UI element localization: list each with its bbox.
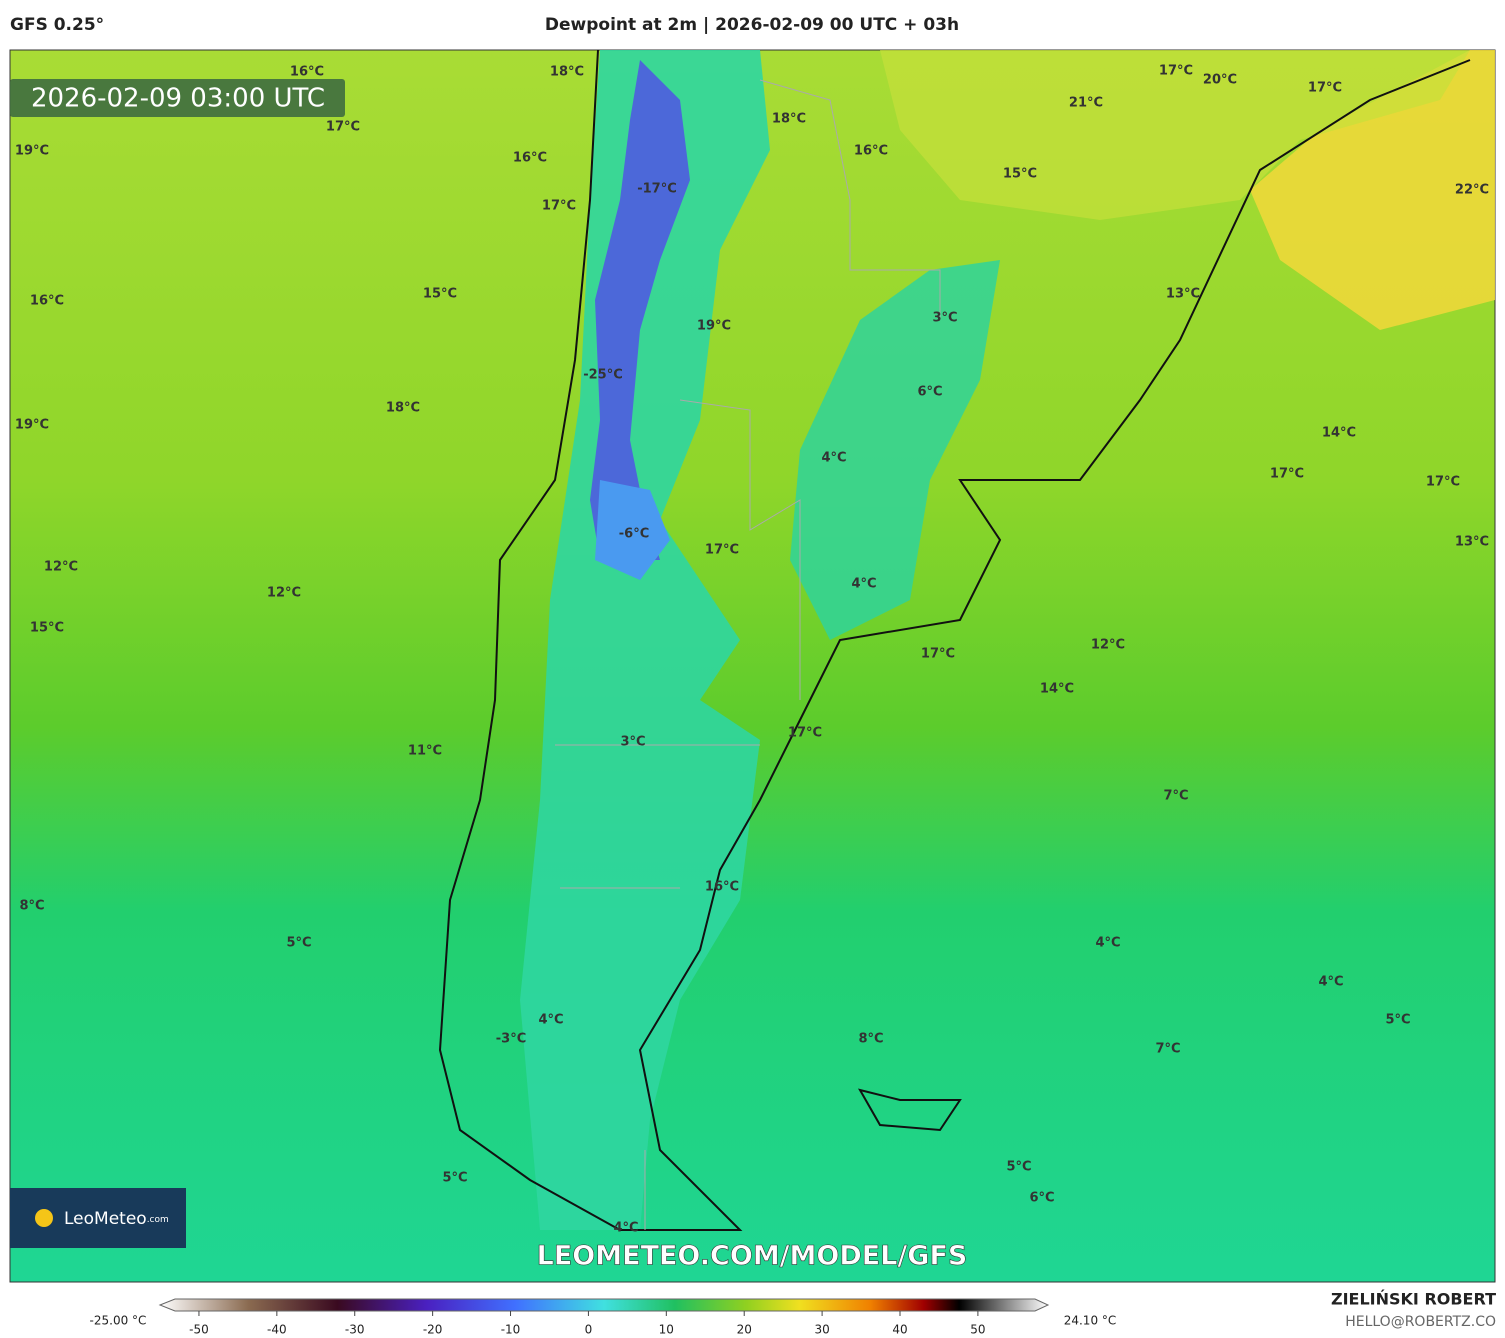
contour-label: 4°C [851, 577, 876, 592]
contour-label: 4°C [538, 1013, 563, 1028]
colorbar-tick-label: 30 [814, 1323, 829, 1337]
contour-label: 17°C [1308, 81, 1342, 96]
contour-label: 17°C [705, 543, 739, 558]
contour-label: 12°C [267, 586, 301, 601]
colorbar-scale [158, 1298, 1050, 1312]
colorbar-tick-label: 40 [892, 1323, 907, 1337]
colorbar-tick-label: -20 [423, 1323, 443, 1337]
colorbar-tick-label: -40 [267, 1323, 287, 1337]
cool-area [790, 260, 1000, 640]
contour-label: 17°C [788, 726, 822, 741]
contour-label: 16°C [30, 294, 64, 309]
timestamp: 2026-02-09 03:00 UTC [31, 84, 325, 114]
contour-label: 17°C [542, 199, 576, 214]
contour-label: 6°C [1029, 1191, 1054, 1206]
contour-label: 16°C [513, 151, 547, 166]
contact: HELLO@ROBERTZ.CO [1345, 1314, 1496, 1330]
map-title: Dewpoint at 2m | 2026-02-09 00 UTC + 03h [545, 15, 959, 35]
colorbar-tick-label: -30 [345, 1323, 365, 1337]
contour-label: 17°C [1270, 467, 1304, 482]
contour-label: 20°C [1203, 73, 1237, 88]
contour-label: 18°C [772, 112, 806, 127]
warm-area [880, 50, 1470, 220]
colorbar-tick-label: -10 [501, 1323, 521, 1337]
contour-label: 4°C [1318, 975, 1343, 990]
contour-label: 6°C [917, 385, 942, 400]
contour-label: 15°C [30, 621, 64, 636]
colorbar-max: 24.10 °C [1064, 1314, 1117, 1328]
contour-label: 19°C [697, 319, 731, 334]
contour-label: 7°C [1163, 789, 1188, 804]
contour-label: 13°C [1166, 287, 1200, 302]
contour-label: 5°C [1385, 1013, 1410, 1028]
contour-label: 17°C [326, 120, 360, 135]
watermark: LEOMETEO.COM/MODEL/GFS [537, 1241, 968, 1272]
logo-suffix: .com [147, 1215, 169, 1225]
contour-label: 17°C [1426, 475, 1460, 490]
contour-label: 21°C [1069, 96, 1103, 111]
contour-labels: 16°C 18°C 17°C 19°C 16°C 17°C -17°C 18°C 16°C 15°… [15, 64, 1489, 1236]
borders [555, 79, 941, 1230]
map-background [9, 49, 1496, 1283]
contour-label: 3°C [932, 311, 957, 326]
colorbar-tick-label: 50 [970, 1323, 985, 1337]
contour-label: 16°C [705, 880, 739, 895]
contour-label: 12°C [1091, 638, 1125, 653]
contour-label: 3°C [620, 735, 645, 750]
cold-area [590, 60, 690, 560]
andes-area [520, 50, 770, 1230]
contour-label: 11°C [408, 744, 442, 759]
contour-label: 5°C [1006, 1160, 1031, 1175]
colorbar-tick-label: 20 [737, 1323, 752, 1337]
colorbar-tick-label: -50 [189, 1323, 209, 1337]
contour-label: 13°C [1455, 535, 1489, 550]
contour-label: 17°C [1159, 64, 1193, 79]
timestamp-box [10, 79, 345, 117]
contour-label: 19°C [15, 144, 49, 159]
contour-label: 12°C [44, 560, 78, 575]
contour-label: 8°C [19, 899, 44, 914]
contour-label: 17°C [921, 647, 955, 662]
contour-label: 4°C [821, 451, 846, 466]
contour-label: 16°C [290, 65, 324, 80]
contour-label: 7°C [1155, 1042, 1180, 1057]
contour-label: 8°C [858, 1032, 883, 1047]
logo: LeoMeteo.com [64, 1209, 169, 1229]
colorbar-min: -25.00 °C [90, 1314, 147, 1328]
contour-label: 16°C [854, 144, 888, 159]
contour-label: -3°C [496, 1032, 526, 1047]
logo-name: LeoMeteo [64, 1209, 147, 1229]
colorbar-tick-label: 0 [585, 1323, 593, 1337]
colorbar-tick-label: 10 [659, 1323, 674, 1337]
contour-label: 19°C [15, 418, 49, 433]
cold-area [595, 480, 670, 580]
contour-label: 14°C [1040, 682, 1074, 697]
contour-label: 15°C [423, 287, 457, 302]
author: ZIELIŃSKI ROBERT [1331, 1290, 1496, 1309]
contour-label: -25°C [583, 368, 623, 383]
contour-label: 14°C [1322, 426, 1356, 441]
contour-label: -6°C [619, 527, 649, 542]
model-name: GFS 0.25° [10, 15, 104, 35]
contour-label: -17°C [637, 182, 677, 197]
contour-label: 5°C [442, 1171, 467, 1186]
contour-label: 18°C [386, 401, 420, 416]
logo-sun [35, 1209, 53, 1227]
contour-label: 22°C [1455, 183, 1489, 198]
coastline [438, 49, 1471, 1231]
colorbar: -25.00 °C 24.10 °C -50 -40 -30 -20 -10 0 10 20 3… [90, 1298, 1117, 1337]
contour-label: 18°C [550, 65, 584, 80]
contour-label: 15°C [1003, 167, 1037, 182]
contour-label: 5°C [286, 936, 311, 951]
contour-label: 4°C [613, 1221, 638, 1236]
map: 2026-02-09 03:00 UTC 16°C 18°C17°C19°C 16°… [9, 49, 1496, 1283]
contour-label: 4°C [1095, 936, 1120, 951]
warm-area [1250, 50, 1495, 330]
